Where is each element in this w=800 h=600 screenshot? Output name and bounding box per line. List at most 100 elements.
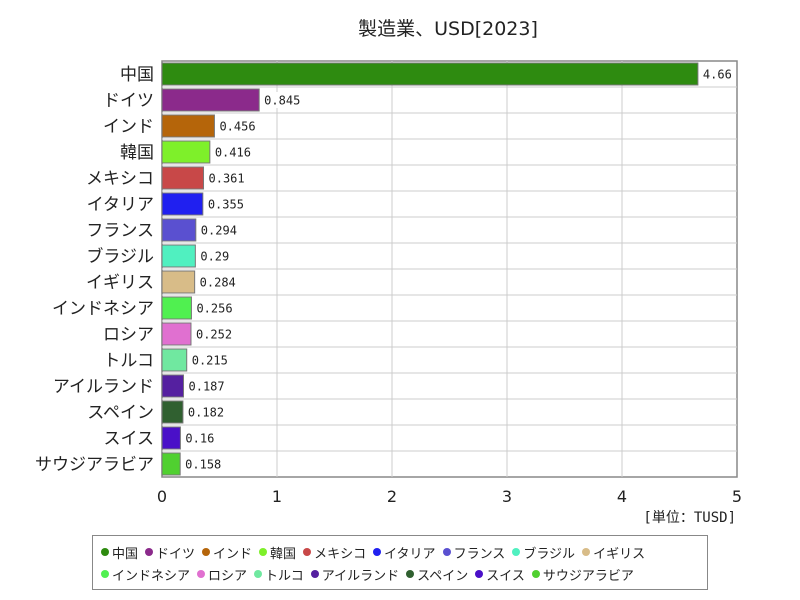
bar <box>161 426 181 450</box>
value-label: 0.294 <box>201 224 237 238</box>
category-label: 中国 <box>120 65 154 85</box>
legend-item: イタリア <box>373 543 436 562</box>
value-label-bg <box>183 456 224 472</box>
value-label-bg <box>206 170 248 186</box>
legend-item: メキシコ <box>303 543 366 562</box>
value-label: 0.215 <box>192 354 228 368</box>
value-label: 0.182 <box>188 406 224 420</box>
legend-label: 韓国 <box>270 546 297 562</box>
legend-row: 中国 ドイツ インド 韓国 メキシコ イタリア フランス ブラジル イギリス <box>101 541 699 563</box>
legend-item: サウジアラビア <box>531 565 634 584</box>
grid-lines <box>162 61 737 477</box>
category-label: イタリア <box>87 195 154 215</box>
bar <box>161 88 260 112</box>
category-label: アイルランド <box>53 377 154 397</box>
legend-marker <box>303 548 312 556</box>
category-label: スペイン <box>87 403 154 423</box>
legend-label: スイス <box>486 568 525 584</box>
value-label: 0.284 <box>200 276 236 290</box>
value-label-bg <box>262 92 303 108</box>
legend: 中国 ドイツ インド 韓国 メキシコ イタリア フランス ブラジル イギリス インドネシア ロシア… <box>92 535 708 590</box>
category-label: インドネシア <box>52 299 154 319</box>
legend-marker <box>101 570 109 578</box>
bar <box>161 374 185 398</box>
category-label: ロシア <box>103 325 154 345</box>
legend-item: 中国 <box>101 543 138 562</box>
legend-marker <box>254 570 263 578</box>
category-labels: 中国ドイツインド韓国メキシコイタリアフランスブラジルイギリスインドネシアロシアト… <box>35 65 154 475</box>
bar <box>161 296 192 320</box>
legend-marker <box>582 548 591 556</box>
x-tick-label: 1 <box>272 487 282 506</box>
category-label: スイス <box>104 429 155 449</box>
legend-item: アイルランド <box>310 565 399 584</box>
legend-label: イギリス <box>593 546 646 562</box>
bar <box>161 114 215 138</box>
value-label-bg <box>198 222 240 238</box>
legend-item: スペイン <box>406 565 468 584</box>
bar <box>161 400 184 424</box>
value-label: 0.845 <box>264 94 300 108</box>
legend-marker <box>512 548 521 556</box>
legend-label: ロシア <box>208 568 248 584</box>
legend-marker <box>202 548 211 556</box>
legend-marker <box>259 548 268 556</box>
x-axis-ticks: 0 1 2 3 4 5 <box>157 487 742 506</box>
bar <box>161 244 196 268</box>
x-tick-label: 0 <box>157 487 167 506</box>
category-label: トルコ <box>103 351 154 371</box>
category-label: インド <box>103 117 154 137</box>
legend-label: トルコ <box>265 568 304 584</box>
value-label: 0.252 <box>196 328 232 342</box>
legend-row: インドネシア ロシア トルコ アイルランド スペイン スイス サウジアラビア <box>101 563 699 585</box>
legend-marker <box>442 548 451 556</box>
bar <box>161 140 211 164</box>
category-label: 韓国 <box>120 143 154 163</box>
value-label-bg <box>189 352 231 368</box>
value-label: 0.361 <box>209 172 245 186</box>
legend-label: インドネシア <box>112 568 191 584</box>
x-tick-label: 5 <box>732 487 742 506</box>
legend-item: トルコ <box>254 565 304 584</box>
legend-item: 韓国 <box>259 543 296 562</box>
x-tick-label: 3 <box>502 487 512 506</box>
legend-marker <box>406 570 415 578</box>
legend-item: ドイツ <box>145 543 195 562</box>
value-label-bg <box>205 196 247 212</box>
x-tick-label: 2 <box>387 487 397 506</box>
legend-label: ドイツ <box>156 546 196 562</box>
category-label: メキシコ <box>86 169 154 189</box>
value-label-bg <box>193 326 235 342</box>
chart-title: 製造業、USD[2023] <box>358 18 538 40</box>
bar-series <box>161 62 699 476</box>
value-labels: 4.66 0.845 0.456 0.416 0.361 0.355 0.294 0.29 0.… <box>183 66 735 472</box>
value-label: 0.187 <box>189 380 225 394</box>
legend-label: インド <box>213 546 253 562</box>
legend-label: サウジアラビア <box>542 568 634 584</box>
value-label-bg <box>197 274 239 290</box>
legend-label: ブラジル <box>523 546 576 562</box>
value-label-bg <box>217 118 258 134</box>
legend-label: 中国 <box>112 546 139 562</box>
legend-item: ロシア <box>197 565 247 584</box>
value-label: 0.158 <box>185 458 221 472</box>
legend-label: フランス <box>453 546 506 562</box>
value-label-bg <box>185 404 227 420</box>
bar <box>161 322 192 346</box>
legend-item: インド <box>202 543 252 562</box>
legend-item: スイス <box>475 565 525 584</box>
category-label: イギリス <box>86 273 154 293</box>
bar <box>161 452 181 476</box>
category-label: フランス <box>86 221 154 241</box>
bar <box>161 166 205 190</box>
value-label: 0.416 <box>215 146 251 160</box>
value-label: 0.256 <box>196 302 232 316</box>
bar <box>161 192 204 216</box>
legend-marker <box>145 548 154 556</box>
legend-label: メキシコ <box>314 546 367 562</box>
legend-marker <box>475 570 484 578</box>
value-label-bg <box>194 300 235 316</box>
value-label-bg <box>700 66 735 82</box>
value-label: 0.355 <box>208 198 244 212</box>
